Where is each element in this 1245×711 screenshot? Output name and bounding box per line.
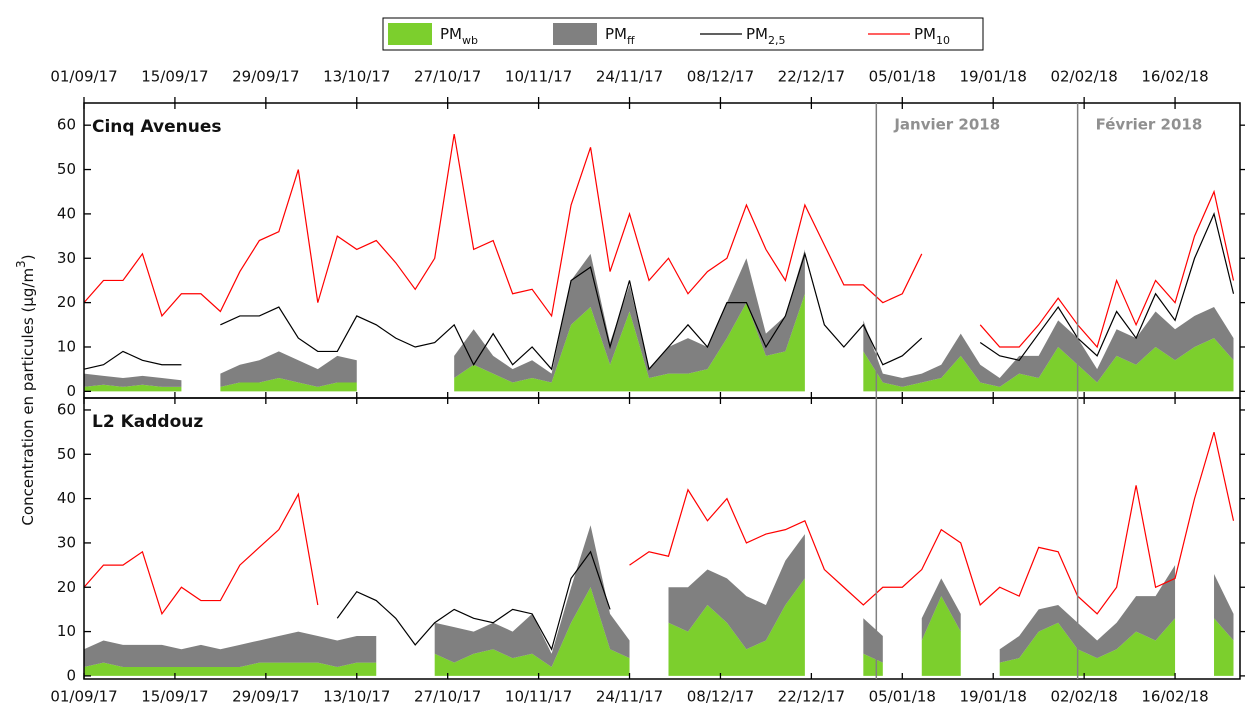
area [863,618,883,663]
x-tick-label: 02/02/18 [1050,68,1117,86]
x-tick-label: 22/12/17 [778,688,845,706]
area [999,565,1176,663]
y-tick-label: 0 [66,382,76,400]
month-label: Février 2018 [1096,116,1203,134]
panel [83,431,1235,676]
area [84,373,182,387]
panel-frame [83,397,1241,680]
legend-label-main: PM [914,25,936,43]
area [1214,573,1234,641]
panel-title: L2 Kaddouz [92,412,203,432]
x-tick-label: 08/12/17 [687,68,754,86]
area [668,534,805,650]
y-axis-label-end: ) [19,254,37,260]
legend-label: PM2,5 [746,25,786,47]
legend-box [382,17,984,51]
legend-label-main: PM [746,25,768,43]
x-tick-label: 10/11/17 [505,688,572,706]
y-tick-label: 10 [57,337,76,355]
y-tick-label: 0 [66,666,76,684]
x-tick-label: 24/11/17 [596,68,663,86]
line [83,212,1235,371]
month-label: Janvier 2018 [893,116,1000,134]
x-tick-label: 02/02/18 [1050,688,1117,706]
line [336,550,611,651]
area [220,378,357,392]
area [863,653,883,676]
x-tick-label: 29/09/17 [232,68,299,86]
area [84,662,377,676]
y-tick-label: 10 [57,622,76,640]
area [434,587,630,676]
x-tick-label: 08/12/17 [687,688,754,706]
x-tick-label: 10/11/17 [505,68,572,86]
legend-label-sub: ff [627,34,635,47]
panel-title: Cinq Avenues [92,117,222,137]
x-tick-label: 16/02/18 [1141,68,1208,86]
x-tick-label: 27/10/17 [414,688,481,706]
area [220,351,357,387]
x-tick-label: 24/11/17 [596,688,663,706]
area [84,384,182,392]
legend-swatch [553,23,597,45]
x-tick-label: 15/09/17 [141,68,208,86]
x-tick-label: 29/09/17 [232,688,299,706]
legend-swatch [388,23,432,45]
x-tick-label: 19/01/18 [960,68,1027,86]
line [83,133,1235,349]
y-tick-label: 50 [57,160,76,178]
x-tick-label: 15/09/17 [141,688,208,706]
legend-label: PMwb [440,25,478,47]
x-tick-label: 27/10/17 [414,68,481,86]
y-tick-label: 30 [57,249,76,267]
y-tick-label: 20 [57,578,76,596]
y-tick-label: 50 [57,445,76,463]
x-tick-label: 19/01/18 [960,688,1027,706]
x-tick-label: 01/09/17 [50,68,117,86]
area [454,249,805,383]
legend-label-main: PM [605,25,627,43]
area [668,578,805,676]
area [84,631,377,668]
area [434,525,630,668]
legend-label: PMff [605,25,635,47]
y-tick-label: 60 [57,400,76,418]
legend-label-sub: 10 [936,34,950,47]
legend-label-sub: wb [462,34,478,47]
y-tick-label: 30 [57,533,76,551]
area [1214,618,1234,676]
panel [83,133,1235,392]
x-tick-label: 05/01/18 [869,688,936,706]
x-tick-label: 05/01/18 [869,68,936,86]
x-tick-label: 01/09/17 [50,688,117,706]
legend-label: PM10 [914,25,950,47]
area [454,293,805,392]
y-tick-label: 20 [57,293,76,311]
area [999,618,1176,676]
area [921,578,961,641]
y-tick-label: 60 [57,116,76,134]
area [863,338,1234,392]
legend-label-sub: 2,5 [768,34,786,47]
x-tick-label: 16/02/18 [1141,688,1208,706]
y-axis-label-main: Concentration en particules (µg/m [19,268,37,526]
x-tick-label: 22/12/17 [778,68,845,86]
area [863,307,1234,387]
x-tick-label: 13/10/17 [323,688,390,706]
y-tick-label: 40 [57,489,76,507]
legend-label-main: PM [440,25,462,43]
y-tick-label: 40 [57,204,76,222]
y-axis-label-sup: 3 [14,260,28,268]
x-tick-label: 13/10/17 [323,68,390,86]
area [921,596,961,676]
y-axis-label: Concentration en particules (µg/m3) [14,254,37,525]
line [83,431,1235,616]
